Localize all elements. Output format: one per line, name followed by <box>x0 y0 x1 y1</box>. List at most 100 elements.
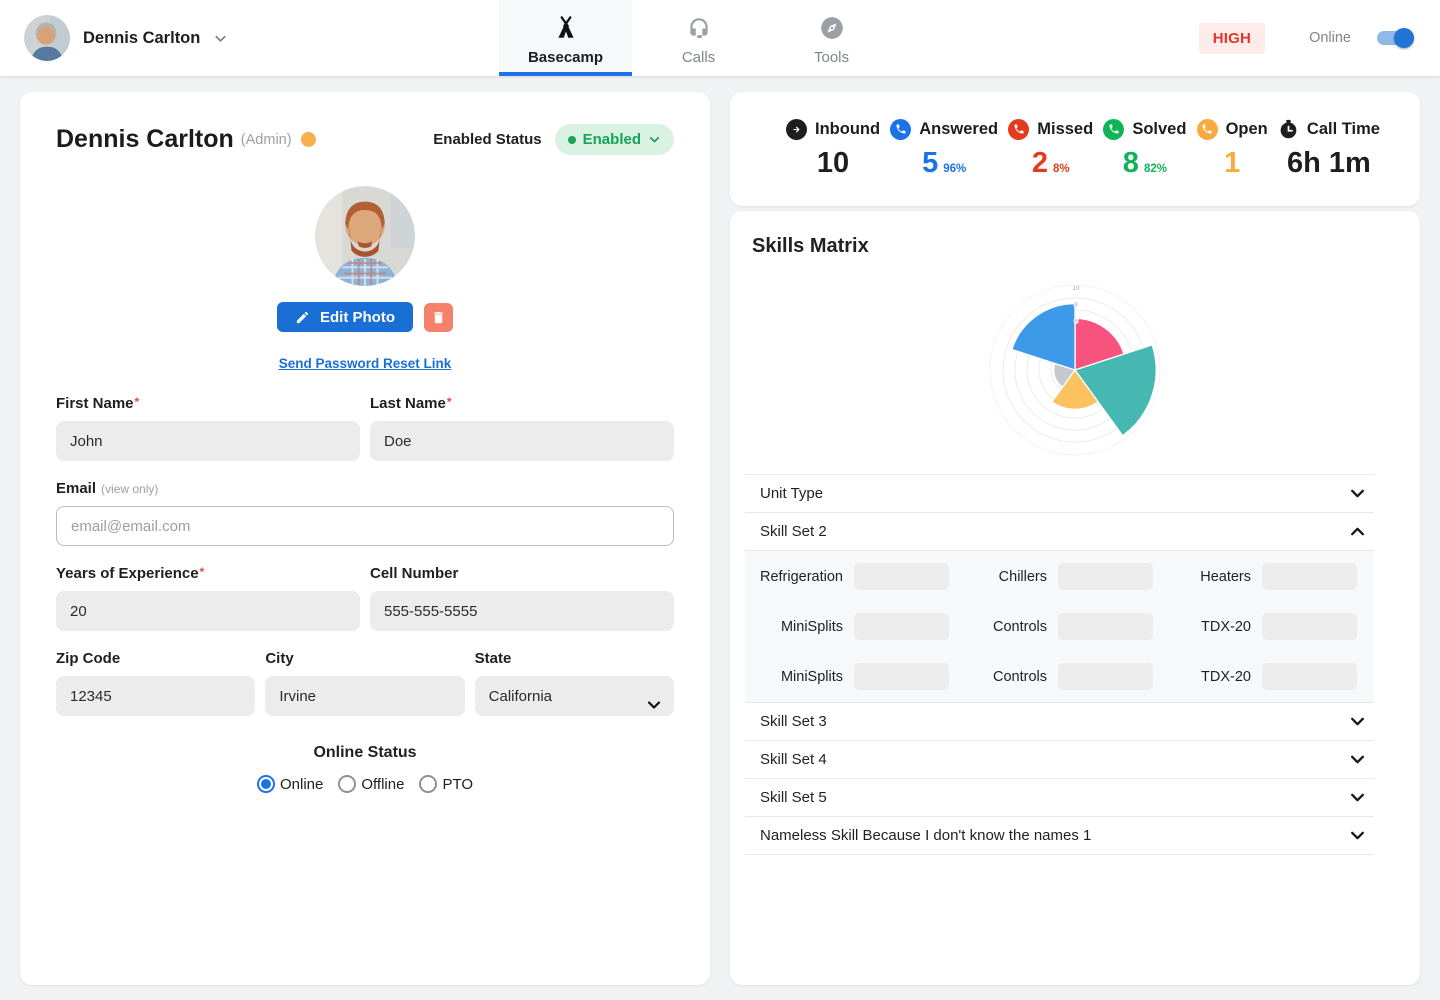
compass-icon <box>819 12 845 44</box>
tab-calls[interactable]: Calls <box>632 0 765 76</box>
chevron-down-icon <box>1349 751 1366 768</box>
chevron-down-icon <box>646 697 662 713</box>
skill-value-input[interactable] <box>1058 563 1153 590</box>
radio-pto[interactable]: PTO <box>419 775 473 793</box>
stat-inbound: Inbound 10 <box>786 118 880 180</box>
stat-value: 5 <box>922 146 939 179</box>
skill-label: MiniSplits <box>780 618 843 635</box>
state-label: State <box>474 650 512 667</box>
arrow-right-circle-icon <box>786 118 807 140</box>
required-mark: * <box>134 395 140 409</box>
cell-number-field[interactable] <box>370 591 674 631</box>
skill-value-input[interactable] <box>1058 613 1153 640</box>
online-status-label: Online Status <box>313 744 417 761</box>
tab-tools-label: Tools <box>813 49 850 66</box>
svg-text:8: 8 <box>1074 301 1078 308</box>
state-select[interactable]: California <box>474 676 674 716</box>
years-experience-field[interactable] <box>56 591 360 631</box>
tab-tools[interactable]: Tools <box>765 0 898 76</box>
required-mark: * <box>446 395 452 409</box>
city-label: City <box>265 650 294 667</box>
skill-label: TDX-20 <box>1201 668 1251 685</box>
radio-online[interactable]: Online <box>256 775 324 793</box>
first-name-field[interactable] <box>56 421 360 461</box>
accordion-nameless-skill[interactable]: Nameless Skill Because I don't know the … <box>745 817 1374 855</box>
stat-label: Open <box>1225 119 1268 138</box>
profile-role: (Admin) <box>240 131 292 148</box>
stat-value: 1 <box>1224 146 1241 179</box>
chevron-down-icon <box>1349 713 1366 730</box>
phone-icon <box>1196 118 1218 140</box>
send-password-reset-link[interactable]: Send Password Reset Link <box>278 356 452 371</box>
accordion-unit-type[interactable]: Unit Type <box>745 475 1374 513</box>
stat-open: Open 1 <box>1196 118 1268 180</box>
accordion-label: Skill Set 4 <box>760 751 827 768</box>
years-experience-label: Years of Experience* <box>56 565 205 582</box>
edit-photo-label: Edit Photo <box>320 308 395 326</box>
user-name: Dennis Carlton <box>83 28 201 47</box>
navbar-right: HIGH Online <box>1198 0 1414 76</box>
skill-value-input[interactable] <box>1058 663 1153 690</box>
accordion-label: Nameless Skill Because I don't know the … <box>760 827 1092 844</box>
skills-matrix-card: Skills Matrix 6 8 10 Unit Type Skill Set 2… <box>730 211 1420 985</box>
accordion-skill-set-2[interactable]: Skill Set 2 <box>745 513 1374 551</box>
edit-photo-button[interactable]: Edit Photo <box>277 302 413 332</box>
required-mark: * <box>199 565 205 579</box>
enabled-status-dropdown[interactable]: Enabled <box>554 124 674 155</box>
skill-value-input[interactable] <box>1262 563 1357 590</box>
pencil-icon <box>296 311 309 323</box>
skill-value-input[interactable] <box>1262 663 1357 690</box>
user-menu[interactable]: Dennis Carlton <box>24 0 228 76</box>
stat-percent: 82% <box>1143 162 1167 175</box>
city-field[interactable] <box>265 676 465 716</box>
stopwatch-icon <box>1278 119 1299 140</box>
chevron-down-icon <box>1349 789 1366 806</box>
skill-label: Chillers <box>998 568 1047 585</box>
first-name-label: First Name* <box>56 395 140 412</box>
stat-answered: Answered 5 96% <box>890 118 998 180</box>
profile-photo <box>315 186 415 286</box>
online-toggle[interactable] <box>1377 28 1414 48</box>
skill-value-input[interactable] <box>854 663 949 690</box>
accordion-skill-set-5[interactable]: Skill Set 5 <box>745 779 1374 817</box>
accordion-label: Skill Set 5 <box>760 789 827 806</box>
zip-code-field[interactable] <box>56 676 256 716</box>
radio-icon <box>419 775 438 793</box>
accordion-skill-set-4[interactable]: Skill Set 4 <box>745 741 1374 779</box>
toggle-knob <box>1394 28 1414 48</box>
top-navbar: Dennis Carlton Basecamp Calls <box>0 0 1440 76</box>
email-field[interactable] <box>56 506 674 546</box>
radio-offline[interactable]: Offline <box>338 775 404 793</box>
stat-value: 10 <box>816 146 850 179</box>
accordion-label: Skill Set 3 <box>760 713 827 730</box>
skill-value-input[interactable] <box>854 563 949 590</box>
delete-photo-button[interactable] <box>424 302 453 332</box>
chevron-down-icon <box>1349 485 1366 502</box>
profile-form: First Name* Last Name* Email(view only) … <box>56 376 674 793</box>
skill-label: Controls <box>993 618 1047 635</box>
phone-icon <box>1103 118 1125 140</box>
last-name-field[interactable] <box>370 421 674 461</box>
green-dot-icon <box>567 135 576 144</box>
chevron-down-icon <box>1349 827 1366 844</box>
svg-text:10: 10 <box>1072 285 1080 292</box>
online-status-radios: Online Offline PTO <box>56 775 674 793</box>
accordion-skill-set-3[interactable]: Skill Set 3 <box>745 703 1374 741</box>
chevron-down-icon <box>649 136 660 143</box>
user-avatar <box>24 15 70 61</box>
trash-icon <box>434 311 443 323</box>
tab-basecamp[interactable]: Basecamp <box>499 0 632 76</box>
phone-icon <box>890 118 912 140</box>
profile-title-row: Dennis Carlton (Admin) Enabled Status En… <box>56 92 674 155</box>
skill-label: Controls <box>993 668 1047 685</box>
skill-value-input[interactable] <box>854 613 949 640</box>
headset-icon <box>686 12 712 44</box>
chevron-up-icon <box>1349 523 1366 540</box>
skills-matrix-title: Skills Matrix <box>752 235 869 257</box>
skill-label: MiniSplits <box>780 668 843 685</box>
radio-online-label: Online <box>279 775 324 793</box>
cell-number-label: Cell Number <box>370 565 459 582</box>
radio-icon <box>256 775 275 793</box>
photo-actions: Edit Photo <box>56 302 674 332</box>
skill-value-input[interactable] <box>1262 613 1357 640</box>
